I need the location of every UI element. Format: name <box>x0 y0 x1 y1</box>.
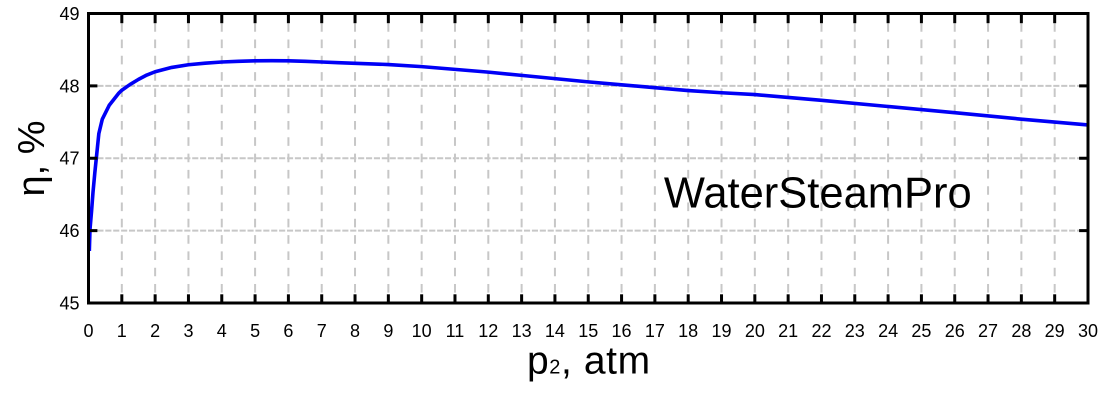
svg-text:9: 9 <box>383 321 393 341</box>
svg-text:15: 15 <box>578 321 598 341</box>
svg-text:5: 5 <box>250 321 260 341</box>
svg-text:16: 16 <box>612 321 632 341</box>
svg-text:20: 20 <box>745 321 765 341</box>
svg-text:8: 8 <box>350 321 360 341</box>
svg-text:14: 14 <box>545 321 565 341</box>
svg-text:1: 1 <box>117 321 127 341</box>
svg-text:18: 18 <box>678 321 698 341</box>
svg-text:27: 27 <box>978 321 998 341</box>
svg-text:28: 28 <box>1011 321 1031 341</box>
svg-text:21: 21 <box>778 321 798 341</box>
svg-text:p2, atm: p2, atm <box>527 340 651 383</box>
svg-text:24: 24 <box>878 321 898 341</box>
svg-text:10: 10 <box>412 321 432 341</box>
svg-text:22: 22 <box>811 321 831 341</box>
svg-text:3: 3 <box>183 321 193 341</box>
svg-text:7: 7 <box>317 321 327 341</box>
svg-text:48: 48 <box>59 76 79 96</box>
svg-text:23: 23 <box>845 321 865 341</box>
svg-text:30: 30 <box>1078 321 1098 341</box>
svg-text:2: 2 <box>150 321 160 341</box>
svg-text:4: 4 <box>217 321 227 341</box>
svg-text:11: 11 <box>446 321 465 341</box>
svg-text:46: 46 <box>59 221 79 241</box>
svg-text:49: 49 <box>59 4 79 24</box>
svg-text:17: 17 <box>645 321 665 341</box>
svg-text:25: 25 <box>911 321 931 341</box>
svg-text:26: 26 <box>945 321 965 341</box>
svg-text:0: 0 <box>83 321 93 341</box>
svg-text:47: 47 <box>59 149 79 169</box>
svg-text:45: 45 <box>59 293 79 313</box>
svg-text:13: 13 <box>512 321 532 341</box>
svg-text:6: 6 <box>283 321 293 341</box>
svg-text:19: 19 <box>712 321 732 341</box>
svg-text:η, %: η, % <box>11 120 53 196</box>
svg-text:29: 29 <box>1045 321 1065 341</box>
svg-text:WaterSteamPro: WaterSteamPro <box>664 170 972 218</box>
svg-text:12: 12 <box>478 321 498 341</box>
